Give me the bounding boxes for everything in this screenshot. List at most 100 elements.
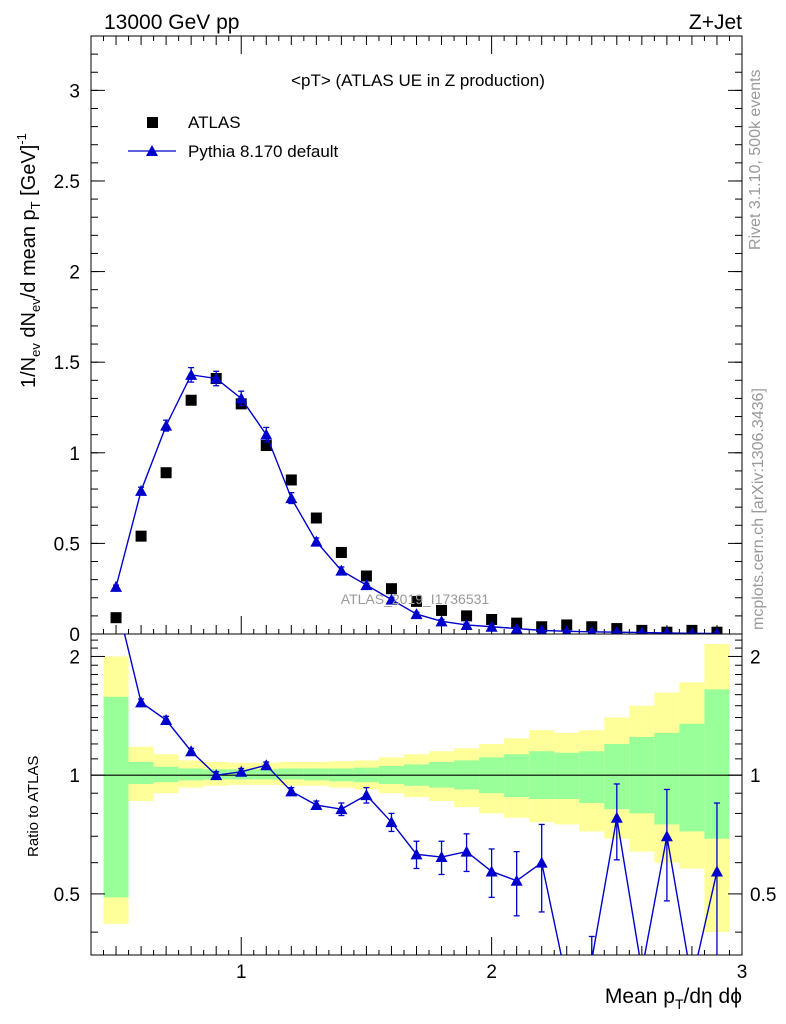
pythia-point <box>561 625 572 634</box>
x-tick-label: 2 <box>486 962 497 983</box>
legend-label-atlas: ATLAS <box>188 113 241 132</box>
pythia-point <box>460 618 473 630</box>
pythia-point <box>637 626 646 634</box>
ratio-point <box>385 816 398 828</box>
header-right: Z+Jet <box>689 11 742 34</box>
ratio-panel: 1 2 3 0.5 0.5 1 1 2 2 <box>54 593 776 986</box>
atlas-point <box>486 614 498 626</box>
band-inner-bin <box>253 769 279 780</box>
ratio-y-tick-label: 1 <box>69 766 80 787</box>
atlas-point <box>110 612 122 624</box>
y-tick-label: 1.5 <box>54 353 80 374</box>
ratio-point <box>561 975 573 986</box>
analysis-watermark: ATLAS_2019_I1736531 <box>341 591 490 607</box>
y-axis-label: 1/Nev dNev/d mean pT [GeV]-1 <box>14 133 43 388</box>
band-inner-bin <box>679 723 705 832</box>
main-panel: 0 0.5 1 1.5 2 2.5 3 <box>54 35 743 646</box>
pythia-point <box>360 579 373 591</box>
ratio-point <box>435 851 448 863</box>
pythia-point <box>385 593 398 605</box>
mcplots-label: mcplots.cern.ch [arXiv:1306.3436] <box>750 388 767 630</box>
ratio-point <box>591 953 593 955</box>
atlas-point <box>436 604 448 616</box>
pythia-point <box>235 392 248 404</box>
ratio-point <box>310 799 323 811</box>
pythia-point <box>713 627 721 634</box>
ratio-bands <box>103 644 730 933</box>
atlas-point <box>185 394 197 406</box>
pythia-point <box>536 624 547 634</box>
ratio-point <box>210 769 223 781</box>
y-tick-label: 3 <box>69 81 80 102</box>
ratio-point <box>660 830 673 842</box>
pythia-point <box>135 484 148 496</box>
atlas-point <box>285 474 297 486</box>
band-inner-bin <box>579 751 605 804</box>
ratio-point <box>160 714 173 726</box>
y-tick-label: 0.5 <box>54 534 80 555</box>
ratio-y-tick-label-right: 0.5 <box>750 885 776 906</box>
y-tick-label: 2 <box>69 263 80 284</box>
ratio-point <box>110 593 122 604</box>
rivet-label: Rivet 3.1.10, 500k events <box>747 69 764 250</box>
ratio-y-tick-label-right: 2 <box>750 647 761 668</box>
x-tick-label: 3 <box>737 962 748 983</box>
y-tick-label: 0 <box>69 625 80 646</box>
atlas-point <box>260 440 272 452</box>
ratio-point <box>636 964 648 975</box>
ratio-y-tick-label-right: 1 <box>750 766 761 787</box>
header-left: 13000 GeV pp <box>104 11 239 34</box>
ratio-point <box>510 874 523 886</box>
x-tick-label: 1 <box>236 962 247 983</box>
pythia-point <box>435 615 448 627</box>
main-data <box>110 366 723 634</box>
pythia-point <box>485 620 498 632</box>
ratio-point <box>185 745 198 757</box>
legend-label-pythia: Pythia 8.170 default <box>188 142 339 161</box>
band-inner-bin <box>554 752 580 800</box>
pythia-point <box>410 608 423 620</box>
atlas-point <box>335 546 347 558</box>
ratio-point <box>285 785 298 797</box>
pythia-point <box>335 564 348 576</box>
atlas-point <box>160 467 172 479</box>
ratio-point <box>360 789 373 801</box>
atlas-point <box>310 512 322 524</box>
atlas-point <box>411 595 422 607</box>
pythia-point <box>210 372 223 384</box>
band-inner-bin <box>128 761 154 784</box>
ratio-point <box>335 803 348 815</box>
pythia-point <box>310 535 323 547</box>
x-axis-label: Mean pT/dη dϕ <box>605 985 742 1012</box>
atlas-point <box>360 570 372 582</box>
ratio-y-tick-label: 2 <box>69 647 80 668</box>
pythia-point <box>587 625 597 634</box>
band-inner-bin <box>103 696 129 898</box>
pythia-point <box>285 492 298 504</box>
pythia-point <box>185 368 198 380</box>
ratio-point <box>610 811 623 823</box>
band-inner-bin <box>178 768 204 781</box>
atlas-point <box>561 619 573 631</box>
y-tick-label: 1 <box>69 444 80 465</box>
pythia-point <box>260 428 273 440</box>
ratio-point <box>260 759 273 771</box>
band-inner-bin <box>278 768 304 780</box>
ratio-point <box>235 765 248 777</box>
ratio-point <box>410 848 423 860</box>
chart-title: <pT> (ATLAS UE in Z production) <box>291 71 545 90</box>
ratio-point <box>710 865 723 877</box>
ratio-y-tick-label: 0.5 <box>54 885 80 906</box>
atlas-point <box>461 610 473 622</box>
ratio-point <box>485 865 498 877</box>
pythia-point <box>688 627 696 634</box>
band-inner-bin <box>303 768 329 781</box>
ratio-data <box>110 593 723 986</box>
atlas-point <box>135 530 147 542</box>
band-inner-bin <box>153 766 179 783</box>
pythia-point <box>663 626 671 634</box>
pythia-point <box>110 580 123 592</box>
ratio-y-axis-label: Ratio to ATLAS <box>25 756 42 857</box>
y-tick-label: 2.5 <box>54 172 80 193</box>
ratio-point <box>535 856 548 868</box>
